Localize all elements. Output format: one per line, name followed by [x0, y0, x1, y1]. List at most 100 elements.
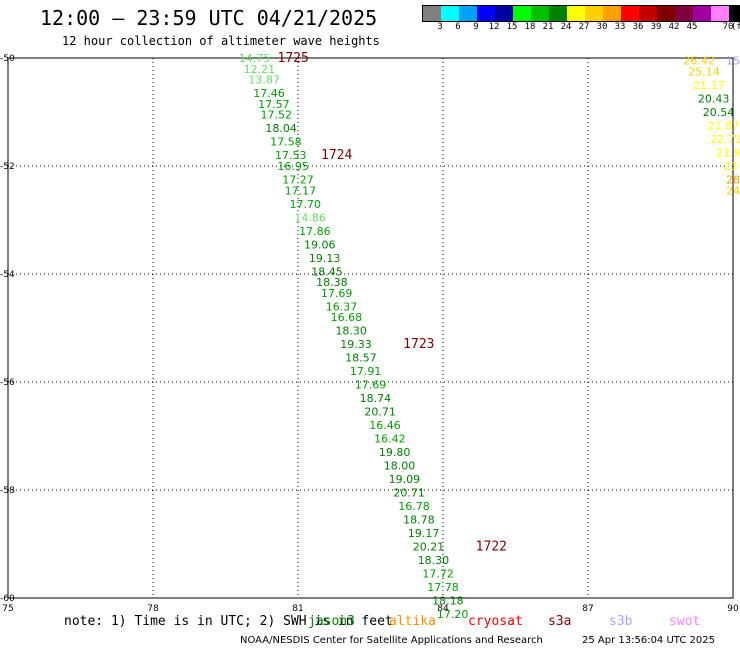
- swh-point-label: 25.14: [688, 66, 720, 79]
- y-tick-label: -50: [0, 54, 15, 64]
- swh-point-label: 17.53: [275, 149, 307, 162]
- swh-point-label: 19.17: [408, 527, 440, 540]
- swh-point-label: 21.87: [708, 120, 740, 133]
- swh-point-label: 16.46: [369, 419, 401, 432]
- colorbar-swatch: [693, 6, 711, 21]
- swh-point-label: 19.09: [389, 473, 421, 486]
- x-tick-label: 75: [2, 604, 13, 614]
- agency-credit: NOAA/NESDIS Center for Satellite Applica…: [240, 635, 543, 646]
- swh-point-label: 21.9: [716, 147, 740, 160]
- swh-point-label: 28: [726, 174, 740, 187]
- swh-point-label: 15: [726, 55, 740, 68]
- swh-point-label: 17.46: [253, 87, 285, 100]
- x-tick-label: 90: [727, 604, 739, 614]
- pass-number-label: 1723: [403, 337, 434, 352]
- legend-item-s3b: s3b: [609, 614, 633, 629]
- y-tick-label: -52: [0, 162, 15, 172]
- swh-point-label: 17.78: [427, 581, 459, 594]
- swh-point-label: 12.21: [244, 63, 276, 76]
- swh-point-label: 19.13: [309, 252, 341, 265]
- swh-point-label: 18.00: [384, 460, 416, 473]
- legend-item-jason3: jason3: [308, 614, 355, 629]
- swh-point-label: 17.17: [285, 184, 317, 197]
- swh-point-label: 17.86: [299, 225, 331, 238]
- colorbar-swatch: [513, 6, 531, 21]
- colorbar-swatch: [441, 6, 459, 21]
- colorbar-label: 42: [668, 22, 680, 32]
- swh-point-label: 18.04: [265, 122, 297, 135]
- swh-point-label: 20.43: [698, 93, 730, 106]
- swh-point-label: 17.58: [270, 136, 302, 149]
- pass-number-label: 1722: [476, 540, 507, 555]
- colorbar-label: 6: [455, 22, 461, 32]
- swh-point-label: 22.71: [710, 133, 740, 146]
- colorbar-swatch: [675, 6, 693, 21]
- swh-point-label: 18.38: [316, 276, 348, 289]
- swh-point-label: 16.42: [374, 433, 406, 446]
- swh-point-label: 20.71: [393, 487, 425, 500]
- swh-point-label: 18.18: [432, 595, 464, 608]
- swh-point-label: 24: [726, 184, 740, 197]
- colorbar-swatch: [657, 6, 675, 21]
- colorbar-label: 12: [488, 22, 500, 32]
- swh-point-label: 17.69: [321, 287, 353, 300]
- colorbar-swatch: [621, 6, 639, 21]
- swh-point-label: 18.30: [335, 325, 367, 338]
- colorbar-label: 21: [542, 22, 554, 32]
- y-tick-label: -58: [0, 486, 15, 496]
- colorbar-swatch: [603, 6, 621, 21]
- swh-point-label: 17.57: [258, 98, 290, 111]
- colorbar-label: 33: [614, 22, 626, 32]
- x-tick-label: 87: [582, 604, 593, 614]
- colorbar-label: 30: [596, 22, 608, 32]
- colorbar-swatch: [711, 6, 729, 21]
- pass-number-label: 1724: [321, 148, 352, 163]
- colorbar-label: 3: [437, 22, 443, 32]
- swh-point-label: 16.68: [331, 311, 363, 324]
- swh-point-label: 20.71: [364, 406, 396, 419]
- swh-point-label: 26.42: [683, 55, 715, 68]
- colorbar-label: 70: [722, 22, 734, 32]
- colorbar-swatch: [585, 6, 603, 21]
- colorbar-label: 36: [632, 22, 644, 32]
- colorbar-label: 9: [473, 22, 479, 32]
- colorbar-label: 15: [506, 22, 518, 32]
- legend-item-cryosat: cryosat: [468, 614, 523, 629]
- swh-point-label: 17.69: [355, 379, 387, 392]
- swh-point-label: 14.75: [239, 52, 271, 65]
- colorbar-swatch: [549, 6, 567, 21]
- footnote: note: 1) Time is in UTC; 2) SWH is in fe…: [64, 614, 393, 629]
- page-title: 12:00 – 23:59 UTC 04/21/2025: [40, 6, 378, 30]
- swh-point-label: 20.54: [703, 106, 735, 119]
- swh-point-label: 18.57: [345, 352, 377, 365]
- swh-point-label: 17.70: [290, 198, 322, 211]
- swh-point-label: 19.06: [304, 238, 336, 251]
- swh-point-label: 19.33: [340, 338, 372, 351]
- colorbar-swatch: [495, 6, 513, 21]
- swh-point-label: 18.30: [418, 554, 450, 567]
- colorbar-swatch: [423, 6, 441, 21]
- colorbar-label: 39: [650, 22, 662, 32]
- swh-point-label: 17.91: [350, 365, 382, 378]
- page-subtitle: 12 hour collection of altimeter wave hei…: [62, 34, 380, 48]
- x-tick-label: 84: [437, 604, 449, 614]
- colorbar-label: 18: [524, 22, 536, 32]
- swh-point-label: 17.27: [282, 174, 314, 187]
- colorbar-swatch: [729, 6, 740, 21]
- x-tick-label: 81: [292, 604, 303, 614]
- swh-point-label: 17.72: [422, 568, 454, 581]
- y-tick-label: -56: [0, 378, 15, 388]
- colorbar-label: 27: [578, 22, 590, 32]
- colorbar-swatch: [567, 6, 585, 21]
- swh-point-label: 16.37: [326, 300, 358, 313]
- y-tick-label: -60: [0, 594, 15, 604]
- colorbar-unit: (ft): [731, 22, 740, 32]
- swh-point-label: 18.78: [403, 514, 435, 527]
- plot-frame: [7, 57, 734, 599]
- pass-number-label: 1725: [278, 51, 309, 66]
- swh-point-label: 13.87: [248, 74, 280, 87]
- swh-point-label: 16.95: [277, 160, 309, 173]
- swh-point-label: 17.52: [261, 109, 293, 122]
- colorbar-swatch: [477, 6, 495, 21]
